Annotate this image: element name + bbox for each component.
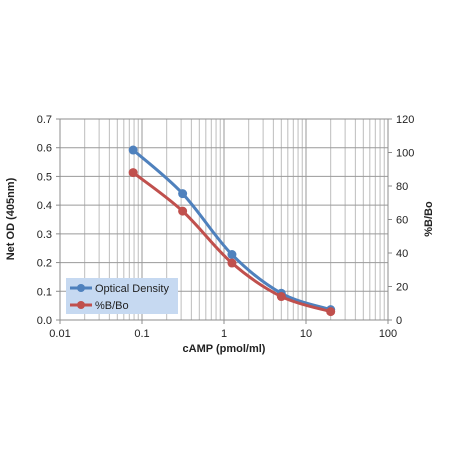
y2-tick-label: 80 xyxy=(396,181,408,193)
series-b-bo xyxy=(128,168,336,317)
legend-label: Optical Density xyxy=(95,283,169,295)
legend-item-b-bo: %B/Bo xyxy=(70,300,129,312)
x-axis: 0.01 0.1 1 10 100 xyxy=(49,320,397,340)
y2-tick-label: 100 xyxy=(396,148,414,160)
y-axis-right: 0 20 40 60 80 100 120 xyxy=(388,114,414,327)
legend-box xyxy=(66,278,178,314)
series-optical-density-point xyxy=(128,145,138,155)
y2-tick-label: 0 xyxy=(396,315,402,327)
x-tick-label: 1 xyxy=(221,328,227,340)
y-axis-left: 0.0 0.1 0.2 0.3 0.4 0.5 0.6 0.7 xyxy=(37,114,60,327)
legend-label: %B/Bo xyxy=(95,300,129,312)
series-optical-density-point xyxy=(178,189,188,199)
y2-tick-label: 120 xyxy=(396,114,414,126)
series-b-bo-point xyxy=(276,292,286,302)
x-tick-label: 10 xyxy=(300,328,312,340)
legend-swatch-marker xyxy=(77,301,85,309)
y-tick-label: 0.5 xyxy=(37,171,52,183)
y-tick-label: 0.4 xyxy=(37,200,52,212)
y2-tick-label: 60 xyxy=(396,215,408,227)
series-optical-density-point xyxy=(227,250,237,260)
series-layer xyxy=(128,145,336,317)
y-tick-label: 0.0 xyxy=(37,315,52,327)
series-b-bo-point xyxy=(178,206,188,216)
legend: Optical Density %B/Bo xyxy=(66,278,178,314)
y2-tick-label: 20 xyxy=(396,282,408,294)
x-tick-label: 0.01 xyxy=(49,328,70,340)
x-tick-label: 0.1 xyxy=(134,328,149,340)
y-tick-label: 0.6 xyxy=(37,143,52,155)
legend-item-optical-density: Optical Density xyxy=(70,283,169,295)
series-b-bo-point xyxy=(326,307,336,317)
y-axis-left-title: Net OD (405nm) xyxy=(5,177,17,260)
y-tick-label: 0.2 xyxy=(37,258,52,270)
y2-tick-label: 40 xyxy=(396,248,408,260)
series-b-bo-point xyxy=(227,258,237,268)
y-axis-right-title: %B/Bo xyxy=(423,201,435,237)
x-tick-label: 100 xyxy=(379,328,397,340)
series-b-bo-point xyxy=(128,168,138,178)
y-tick-label: 0.1 xyxy=(37,286,52,298)
y-tick-label: 0.3 xyxy=(37,229,52,241)
y-tick-label: 0.7 xyxy=(37,114,52,126)
legend-swatch-marker xyxy=(77,284,85,292)
x-axis-title: cAMP (pmol/ml) xyxy=(183,343,266,355)
